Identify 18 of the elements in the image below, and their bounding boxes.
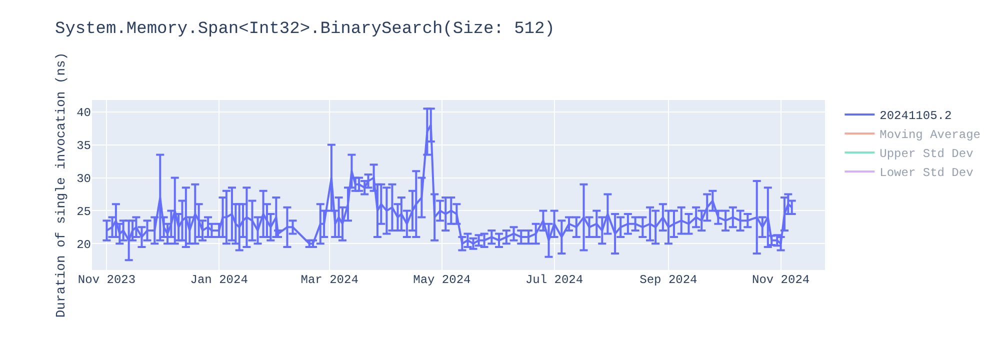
- x-tick-label: Nov 2023: [78, 273, 136, 287]
- x-tick-label: Mar 2024: [300, 273, 358, 287]
- y-tick-label: 30: [76, 172, 91, 186]
- legend-label: Lower Std Dev: [880, 166, 974, 180]
- legend-label: 20241105.2: [880, 109, 952, 124]
- x-tick-label: May 2024: [413, 273, 471, 287]
- y-tick-label: 20: [76, 238, 91, 252]
- y-tick-label: 25: [76, 204, 91, 219]
- chart-title: System.Memory.Span<Int32>.BinarySearch(Size: 512): [55, 20, 555, 39]
- x-tick-label: Jan 2024: [190, 273, 248, 287]
- x-tick-label: Sep 2024: [640, 273, 698, 287]
- legend-label: Moving Average: [880, 128, 980, 142]
- y-tick-label: 40: [76, 106, 91, 120]
- y-axis-title: Duration of single invocation (ns): [54, 52, 69, 318]
- legend-label: Upper Std Dev: [880, 147, 974, 162]
- x-tick-label: Nov 2024: [752, 273, 810, 287]
- x-tick-label: Jul 2024: [525, 273, 584, 287]
- y-tick-label: 35: [76, 139, 91, 154]
